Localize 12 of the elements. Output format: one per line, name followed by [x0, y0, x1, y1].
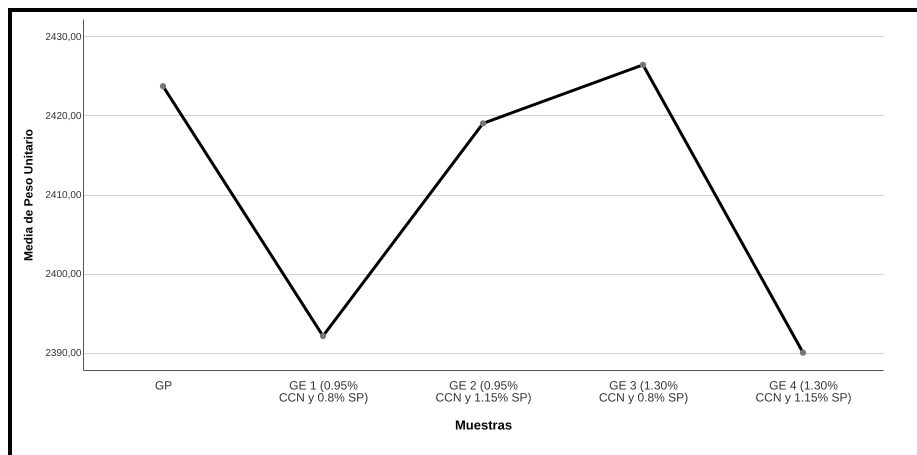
y-tick-label: 2410,00 — [45, 190, 82, 201]
x-tick-label: GE 3 (1.30% CCN y 0.8% SP) — [598, 378, 688, 404]
y-tick-label: 2390,00 — [45, 348, 82, 360]
y-axis-title: Media de Peso Unitario — [21, 128, 36, 262]
x-axis-title: Muestras — [454, 418, 512, 432]
y-tick-label: 2420,00 — [45, 110, 82, 122]
x-tick-label: GP — [154, 378, 172, 392]
x-tick-label: GE 1 (0.95% CCN y 0.8% SP) — [278, 378, 368, 404]
x-tick-label: GE 4 (1.30% CCN y 1.15% SP) — [755, 378, 852, 404]
y-tick-label: 2400,00 — [45, 269, 82, 280]
y-tick-label: 2430,00 — [45, 32, 82, 43]
x-tick-label: GE 2 (0.95% CCN y 1.15% SP) — [435, 378, 532, 404]
